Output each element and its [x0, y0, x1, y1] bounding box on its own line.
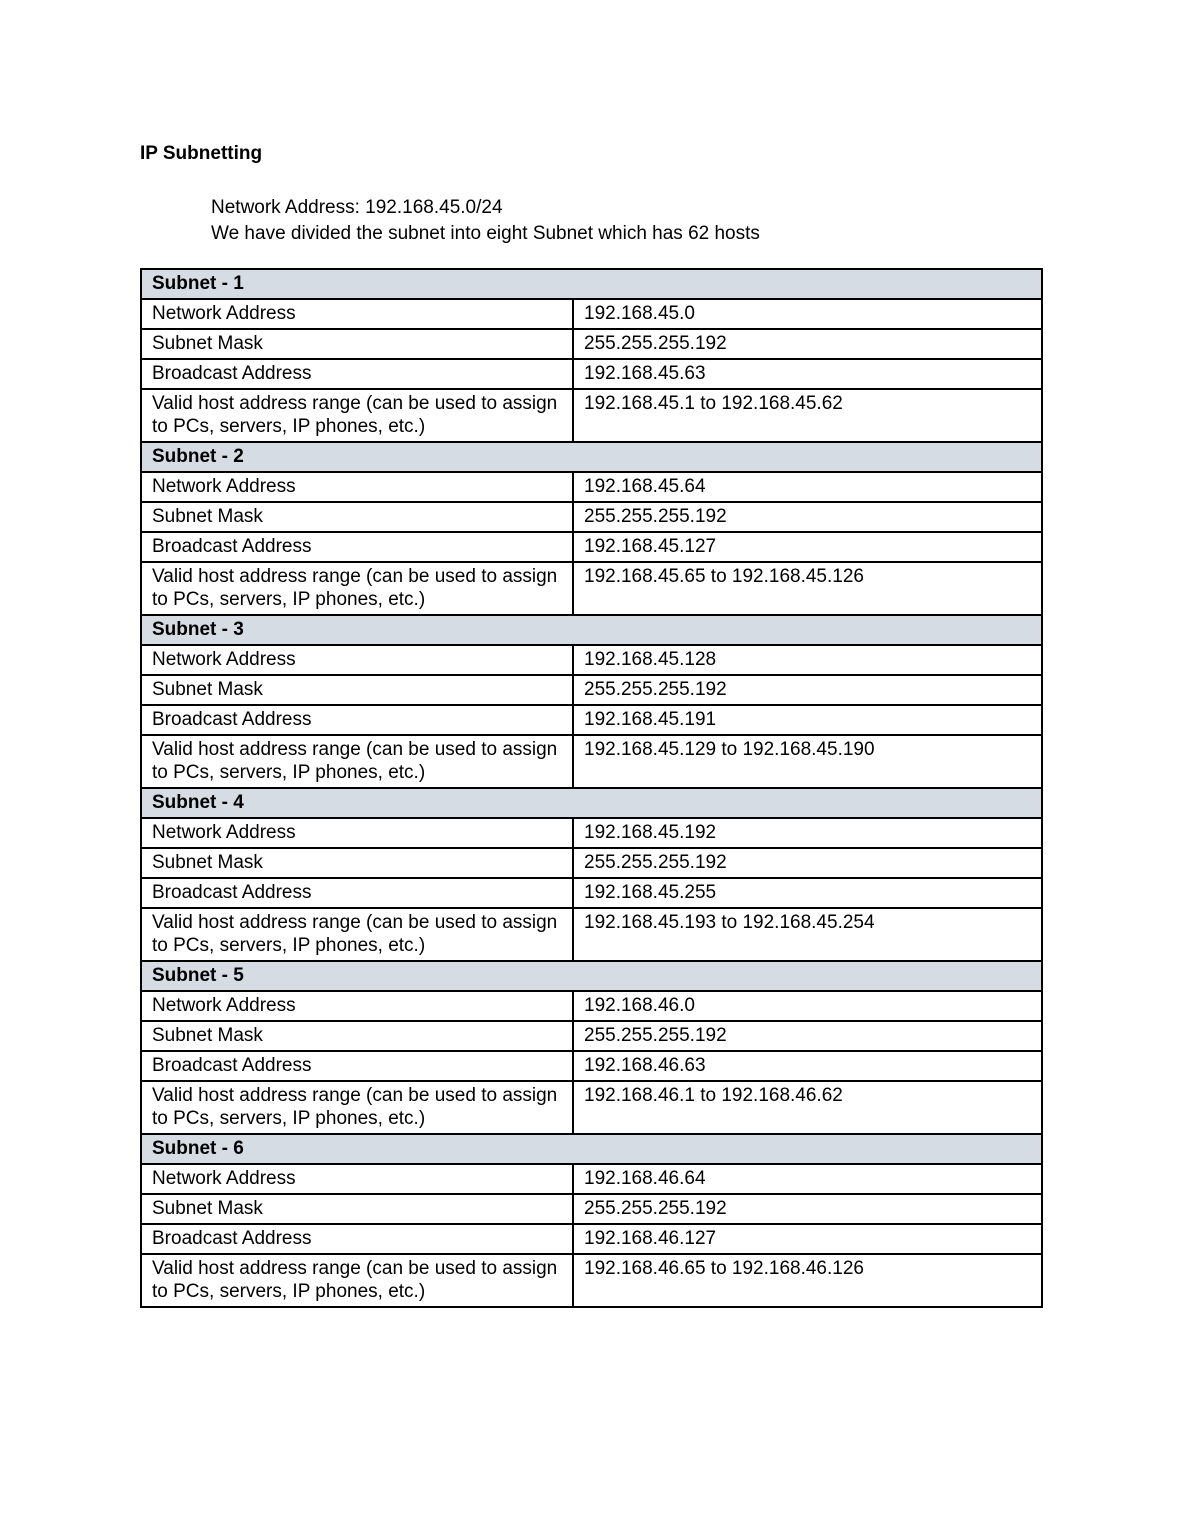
- row-label-cell: Network Address: [140, 644, 574, 676]
- subnet-header-row: Subnet - 3: [140, 614, 1043, 646]
- row-label-cell: Broadcast Address: [140, 877, 574, 909]
- subnet-header-row: Subnet - 1: [140, 268, 1043, 300]
- table-row: Valid host address range (can be used to…: [140, 907, 1043, 962]
- subnet-header-row: Subnet - 6: [140, 1133, 1043, 1165]
- row-label-cell: Valid host address range (can be used to…: [140, 388, 574, 443]
- table-row: Subnet Mask 255.255.255.192: [140, 501, 1043, 533]
- row-value-cell: 192.168.45.193 to 192.168.45.254: [572, 907, 1043, 962]
- table-row: Valid host address range (can be used to…: [140, 388, 1043, 443]
- row-label-cell: Subnet Mask: [140, 674, 574, 706]
- row-value-cell: 192.168.45.1 to 192.168.45.62: [572, 388, 1043, 443]
- intro-line-network-address: Network Address: 192.168.45.0/24: [211, 197, 503, 218]
- row-value-cell: 192.168.45.127: [572, 531, 1043, 563]
- row-label-cell: Network Address: [140, 990, 574, 1022]
- row-value-cell: 192.168.45.192: [572, 817, 1043, 849]
- row-value-cell: 192.168.46.65 to 192.168.46.126: [572, 1253, 1043, 1308]
- row-label-cell: Broadcast Address: [140, 531, 574, 563]
- row-value-cell: 192.168.45.128: [572, 644, 1043, 676]
- row-value-cell: 192.168.45.65 to 192.168.45.126: [572, 561, 1043, 616]
- row-label-cell: Subnet Mask: [140, 847, 574, 879]
- row-label-cell: Valid host address range (can be used to…: [140, 1080, 574, 1135]
- row-value-cell: 192.168.46.0: [572, 990, 1043, 1022]
- row-label-cell: Valid host address range (can be used to…: [140, 907, 574, 962]
- row-value-cell: 255.255.255.192: [572, 328, 1043, 360]
- row-value-cell: 192.168.45.63: [572, 358, 1043, 390]
- page-title: IP Subnetting: [140, 143, 263, 164]
- table-row: Broadcast Address 192.168.45.255: [140, 877, 1043, 909]
- table-row: Valid host address range (can be used to…: [140, 561, 1043, 616]
- row-value-cell: 192.168.45.129 to 192.168.45.190: [572, 734, 1043, 789]
- subnet-header-cell: Subnet - 2: [140, 441, 1043, 473]
- table-row: Network Address 192.168.45.128: [140, 644, 1043, 676]
- subnet-header-row: Subnet - 2: [140, 441, 1043, 473]
- row-value-cell: 192.168.46.127: [572, 1223, 1043, 1255]
- row-label-cell: Network Address: [140, 471, 574, 503]
- row-value-cell: 255.255.255.192: [572, 1193, 1043, 1225]
- table-row: Network Address 192.168.46.64: [140, 1163, 1043, 1195]
- subnet-header-cell: Subnet - 6: [140, 1133, 1043, 1165]
- row-value-cell: 192.168.45.0: [572, 298, 1043, 330]
- subnet-table-body: Subnet - 1 Network Address 192.168.45.0 Sub…: [140, 268, 1043, 1308]
- row-label-cell: Broadcast Address: [140, 1223, 574, 1255]
- subnet-header-cell: Subnet - 3: [140, 614, 1043, 646]
- intro-paragraph: Network Address: 192.168.45.0/24 We have…: [211, 195, 1041, 247]
- row-value-cell: 255.255.255.192: [572, 674, 1043, 706]
- subnet-header-cell: Subnet - 4: [140, 787, 1043, 819]
- row-label-cell: Subnet Mask: [140, 501, 574, 533]
- table-row: Broadcast Address 192.168.46.127: [140, 1223, 1043, 1255]
- table-row: Valid host address range (can be used to…: [140, 1080, 1043, 1135]
- row-label-cell: Broadcast Address: [140, 1050, 574, 1082]
- row-value-cell: 192.168.45.191: [572, 704, 1043, 736]
- subnet-header-cell: Subnet - 1: [140, 268, 1043, 300]
- row-value-cell: 192.168.46.63: [572, 1050, 1043, 1082]
- row-label-cell: Subnet Mask: [140, 328, 574, 360]
- row-label-cell: Network Address: [140, 298, 574, 330]
- row-label-cell: Broadcast Address: [140, 704, 574, 736]
- table-row: Network Address 192.168.45.0: [140, 298, 1043, 330]
- table-row: Network Address 192.168.45.192: [140, 817, 1043, 849]
- table-row: Broadcast Address 192.168.45.191: [140, 704, 1043, 736]
- subnet-header-row: Subnet - 5: [140, 960, 1043, 992]
- row-value-cell: 192.168.46.1 to 192.168.46.62: [572, 1080, 1043, 1135]
- row-value-cell: 192.168.45.255: [572, 877, 1043, 909]
- table-row: Broadcast Address 192.168.45.63: [140, 358, 1043, 390]
- subnet-table: Subnet - 1 Network Address 192.168.45.0 Sub…: [140, 268, 1043, 1308]
- table-row: Subnet Mask 255.255.255.192: [140, 1020, 1043, 1052]
- table-row: Subnet Mask 255.255.255.192: [140, 1193, 1043, 1225]
- row-value-cell: 255.255.255.192: [572, 847, 1043, 879]
- row-label-cell: Subnet Mask: [140, 1020, 574, 1052]
- row-label-cell: Valid host address range (can be used to…: [140, 561, 574, 616]
- row-label-cell: Broadcast Address: [140, 358, 574, 390]
- row-label-cell: Network Address: [140, 1163, 574, 1195]
- table-row: Valid host address range (can be used to…: [140, 1253, 1043, 1308]
- document-content: IP Subnetting Network Address: 192.168.4…: [140, 142, 1043, 1308]
- row-value-cell: 192.168.46.64: [572, 1163, 1043, 1195]
- subnet-header-row: Subnet - 4: [140, 787, 1043, 819]
- row-value-cell: 255.255.255.192: [572, 1020, 1043, 1052]
- row-label-cell: Network Address: [140, 817, 574, 849]
- row-label-cell: Valid host address range (can be used to…: [140, 1253, 574, 1308]
- subnet-header-cell: Subnet - 5: [140, 960, 1043, 992]
- table-row: Subnet Mask 255.255.255.192: [140, 674, 1043, 706]
- table-row: Broadcast Address 192.168.46.63: [140, 1050, 1043, 1082]
- table-row: Network Address 192.168.46.0: [140, 990, 1043, 1022]
- row-value-cell: 192.168.45.64: [572, 471, 1043, 503]
- row-value-cell: 255.255.255.192: [572, 501, 1043, 533]
- row-label-cell: Valid host address range (can be used to…: [140, 734, 574, 789]
- row-label-cell: Subnet Mask: [140, 1193, 574, 1225]
- table-row: Valid host address range (can be used to…: [140, 734, 1043, 789]
- intro-line-description: We have divided the subnet into eight Su…: [211, 223, 760, 244]
- table-row: Network Address 192.168.45.64: [140, 471, 1043, 503]
- table-row: Subnet Mask 255.255.255.192: [140, 328, 1043, 360]
- table-row: Subnet Mask 255.255.255.192: [140, 847, 1043, 879]
- table-row: Broadcast Address 192.168.45.127: [140, 531, 1043, 563]
